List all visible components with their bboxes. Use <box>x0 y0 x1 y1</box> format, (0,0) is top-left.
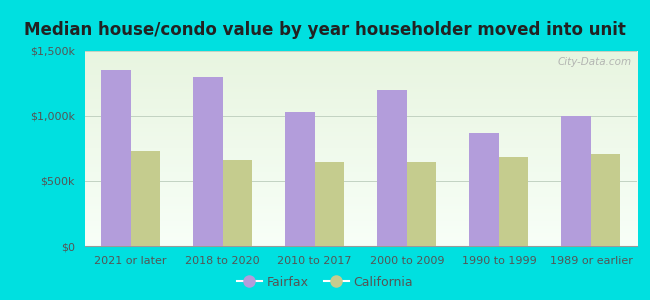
Bar <box>469 133 499 246</box>
Bar <box>101 70 131 246</box>
Text: City-Data.com: City-Data.com <box>557 57 632 67</box>
Bar <box>285 112 315 246</box>
Bar <box>193 77 222 246</box>
Bar <box>315 161 344 246</box>
Bar <box>591 154 620 246</box>
Bar <box>377 90 407 246</box>
Bar <box>131 151 160 246</box>
Bar <box>222 160 252 246</box>
Bar <box>562 116 591 246</box>
Bar <box>407 161 436 246</box>
Bar <box>499 157 528 246</box>
Text: Median house/condo value by year householder moved into unit: Median house/condo value by year househo… <box>24 21 626 39</box>
Legend: Fairfax, California: Fairfax, California <box>231 271 419 294</box>
